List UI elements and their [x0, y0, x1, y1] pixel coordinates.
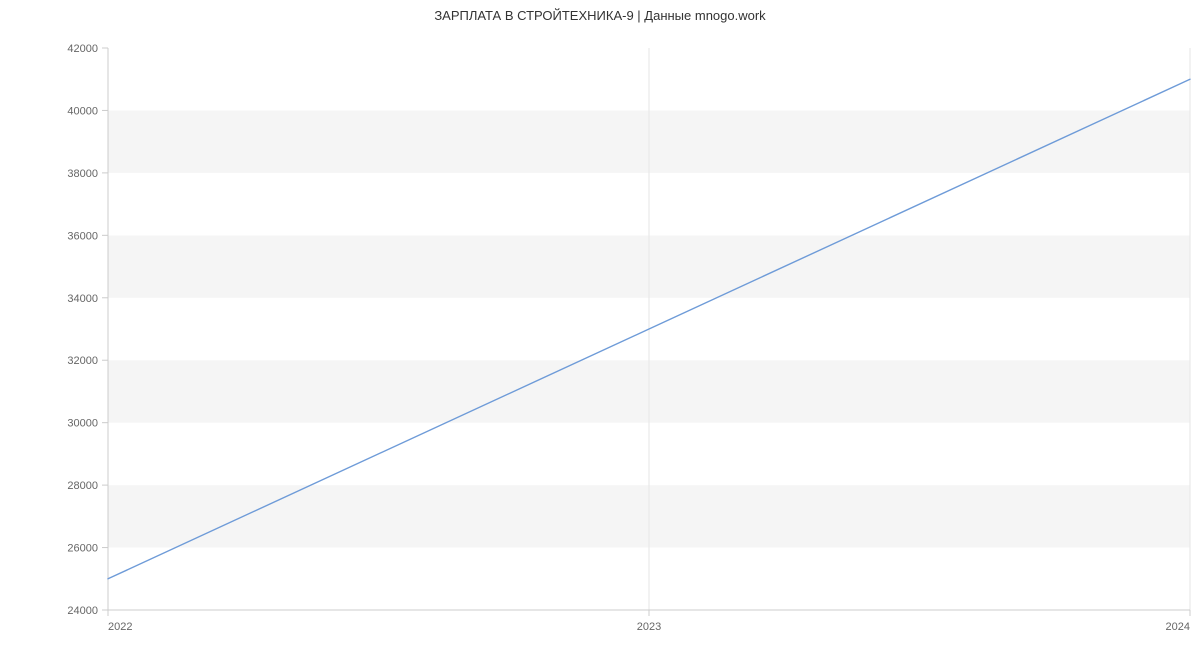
chart-title: ЗАРПЛАТА В СТРОЙТЕХНИКА-9 | Данные mnogo… — [0, 8, 1200, 23]
svg-text:2023: 2023 — [637, 621, 661, 633]
svg-text:38000: 38000 — [67, 168, 98, 180]
chart-svg: 24000 26000 28000 30000 32000 34000 36000 38000… — [0, 0, 1200, 650]
svg-text:28000: 28000 — [67, 480, 98, 492]
svg-text:34000: 34000 — [67, 293, 98, 305]
svg-text:26000: 26000 — [67, 543, 98, 555]
svg-text:2022: 2022 — [108, 621, 132, 633]
svg-text:2024: 2024 — [1166, 621, 1190, 633]
svg-text:30000: 30000 — [67, 418, 98, 430]
svg-text:36000: 36000 — [67, 230, 98, 242]
salary-line-chart: ЗАРПЛАТА В СТРОЙТЕХНИКА-9 | Данные mnogo… — [0, 0, 1200, 650]
svg-text:32000: 32000 — [67, 355, 98, 367]
svg-text:42000: 42000 — [67, 43, 98, 55]
svg-text:24000: 24000 — [67, 605, 98, 617]
svg-text:40000: 40000 — [67, 105, 98, 117]
